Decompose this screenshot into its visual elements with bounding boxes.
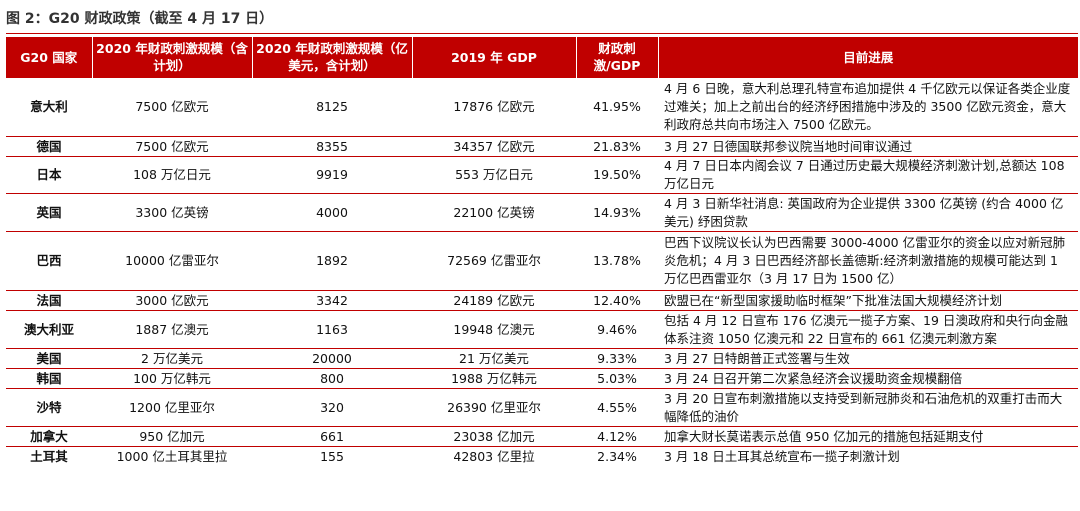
cell-progress: 3 月 20 日宣布刺激措施以支持受到新冠肺炎和石油危机的双重打击而大幅降低的油… [658,388,1078,427]
cell-scale-usd: 320 [252,388,412,427]
cell-progress: 欧盟已在“新型国家援助临时框架”下批准法国大规模经济计划 [658,290,1078,311]
cell-ratio: 41.95% [576,77,658,137]
cell-ratio: 5.03% [576,368,658,389]
cell-progress: 包括 4 月 12 日宣布 176 亿澳元一揽子方案、19 日澳政府和央行向金融… [658,310,1078,349]
table-row: 加拿大 950 亿加元 661 23038 亿加元 4.12% 加拿大财长莫诺表示总值 9… [6,426,1078,447]
cell-progress: 巴西下议院议长认为巴西需要 3000-4000 亿雷亚尔的资金以应对新冠肺炎危机… [658,231,1078,291]
header-gdp: 2019 年 GDP [411,37,576,78]
cell-scale-local: 950 亿加元 [92,426,252,447]
cell-scale-local: 1887 亿澳元 [92,310,252,349]
cell-scale-local: 7500 亿欧元 [92,77,252,137]
cell-ratio: 21.83% [576,136,658,157]
cell-country: 法国 [6,290,92,311]
cell-progress: 3 月 18 日土耳其总统宣布一揽子刺激计划 [658,446,1078,467]
cell-gdp: 553 万亿日元 [412,156,576,194]
figure-title: 图 2：G20 财政政策（截至 4 月 17 日） [6,11,274,27]
cell-progress: 3 月 27 日特朗普正式签署与生效 [658,348,1078,369]
cell-gdp: 22100 亿英镑 [412,193,576,232]
header-ratio: 财政刺激/GDP [575,37,658,78]
cell-ratio: 4.55% [576,388,658,427]
cell-country: 美国 [6,348,92,369]
cell-country: 土耳其 [6,446,92,467]
cell-gdp: 21 万亿美元 [412,348,576,369]
table-row: 德国 7500 亿欧元 8355 34357 亿欧元 21.83% 3 月 27 日德国联… [6,136,1078,157]
cell-scale-usd: 1892 [252,231,412,291]
cell-scale-local: 3000 亿欧元 [92,290,252,311]
table-row: 巴西 10000 亿雷亚尔 1892 72569 亿雷亚尔 13.78% 巴西下议院议长认… [6,231,1078,291]
table-header-row: G20 国家 2020 年财政刺激规模（含计划） 2020 年财政刺激规模（亿美… [6,37,1078,78]
cell-gdp: 72569 亿雷亚尔 [412,231,576,291]
cell-scale-local: 10000 亿雷亚尔 [92,231,252,291]
cell-gdp: 1988 万亿韩元 [412,368,576,389]
cell-gdp: 26390 亿里亚尔 [412,388,576,427]
cell-ratio: 19.50% [576,156,658,194]
header-scale-local: 2020 年财政刺激规模（含计划） [91,37,252,78]
cell-scale-local: 100 万亿韩元 [92,368,252,389]
cell-progress: 4 月 6 日晚，意大利总理孔特宣布追加提供 4 千亿欧元以保证各类企业度过难关… [658,77,1078,137]
cell-scale-usd: 800 [252,368,412,389]
cell-gdp: 42803 亿里拉 [412,446,576,467]
table-row: 澳大利亚 1887 亿澳元 1163 19948 亿澳元 9.46% 包括 4 月 12 … [6,310,1078,349]
cell-progress: 3 月 27 日德国联邦参议院当地时间审议通过 [658,136,1078,157]
cell-country: 英国 [6,193,92,232]
cell-country: 意大利 [6,77,92,137]
cell-country: 德国 [6,136,92,157]
cell-scale-usd: 20000 [252,348,412,369]
cell-ratio: 4.12% [576,426,658,447]
cell-scale-usd: 155 [252,446,412,467]
cell-scale-usd: 8125 [252,77,412,137]
cell-progress: 4 月 3 日新华社消息: 英国政府为企业提供 3300 亿英镑 (约合 400… [658,193,1078,232]
cell-scale-local: 1000 亿土耳其里拉 [92,446,252,467]
table-row: 美国 2 万亿美元 20000 21 万亿美元 9.33% 3 月 27 日特朗普正式签署… [6,348,1078,369]
title-divider [6,33,1078,34]
cell-country: 日本 [6,156,92,194]
cell-progress: 加拿大财长莫诺表示总值 950 亿加元的措施包括延期支付 [658,426,1078,447]
cell-country: 巴西 [6,231,92,291]
cell-scale-local: 3300 亿英镑 [92,193,252,232]
table-row: 韩国 100 万亿韩元 800 1988 万亿韩元 5.03% 3 月 24 日召开第二次… [6,368,1078,389]
cell-gdp: 17876 亿欧元 [412,77,576,137]
g20-fiscal-policy-table: G20 国家 2020 年财政刺激规模（含计划） 2020 年财政刺激规模（亿美… [6,37,1078,467]
table-row: 意大利 7500 亿欧元 8125 17876 亿欧元 41.95% 4 月 6 日晚，意… [6,77,1078,137]
cell-scale-usd: 661 [252,426,412,447]
cell-scale-local: 1200 亿里亚尔 [92,388,252,427]
table-row: 英国 3300 亿英镑 4000 22100 亿英镑 14.93% 4 月 3 日新华社消… [6,193,1078,232]
cell-country: 加拿大 [6,426,92,447]
cell-ratio: 9.33% [576,348,658,369]
header-scale-usd: 2020 年财政刺激规模（亿美元，含计划） [251,37,412,78]
table-row: 沙特 1200 亿里亚尔 320 26390 亿里亚尔 4.55% 3 月 20 日宣布刺… [6,388,1078,427]
cell-ratio: 9.46% [576,310,658,349]
header-country: G20 国家 [6,37,92,78]
cell-scale-local: 7500 亿欧元 [92,136,252,157]
cell-scale-usd: 1163 [252,310,412,349]
table-row: 土耳其 1000 亿土耳其里拉 155 42803 亿里拉 2.34% 3 月 18 日土… [6,446,1078,467]
table-row: 法国 3000 亿欧元 3342 24189 亿欧元 12.40% 欧盟已在“新型国家援助… [6,290,1078,311]
cell-progress: 3 月 24 日召开第二次紧急经济会议援助资金规模翻倍 [658,368,1078,389]
cell-scale-local: 2 万亿美元 [92,348,252,369]
cell-gdp: 19948 亿澳元 [412,310,576,349]
cell-scale-usd: 3342 [252,290,412,311]
cell-ratio: 12.40% [576,290,658,311]
header-progress: 目前进展 [657,37,1078,78]
cell-ratio: 2.34% [576,446,658,467]
cell-scale-usd: 4000 [252,193,412,232]
cell-gdp: 24189 亿欧元 [412,290,576,311]
cell-ratio: 14.93% [576,193,658,232]
cell-country: 澳大利亚 [6,310,92,349]
cell-scale-usd: 8355 [252,136,412,157]
cell-ratio: 13.78% [576,231,658,291]
cell-scale-local: 108 万亿日元 [92,156,252,194]
cell-scale-usd: 9919 [252,156,412,194]
cell-gdp: 34357 亿欧元 [412,136,576,157]
cell-gdp: 23038 亿加元 [412,426,576,447]
cell-progress: 4 月 7 日日本内阁会议 7 日通过历史最大规模经济刺激计划,总额达 108 … [658,156,1078,194]
cell-country: 韩国 [6,368,92,389]
table-row: 日本 108 万亿日元 9919 553 万亿日元 19.50% 4 月 7 日日本内阁会… [6,156,1078,194]
cell-country: 沙特 [6,388,92,427]
